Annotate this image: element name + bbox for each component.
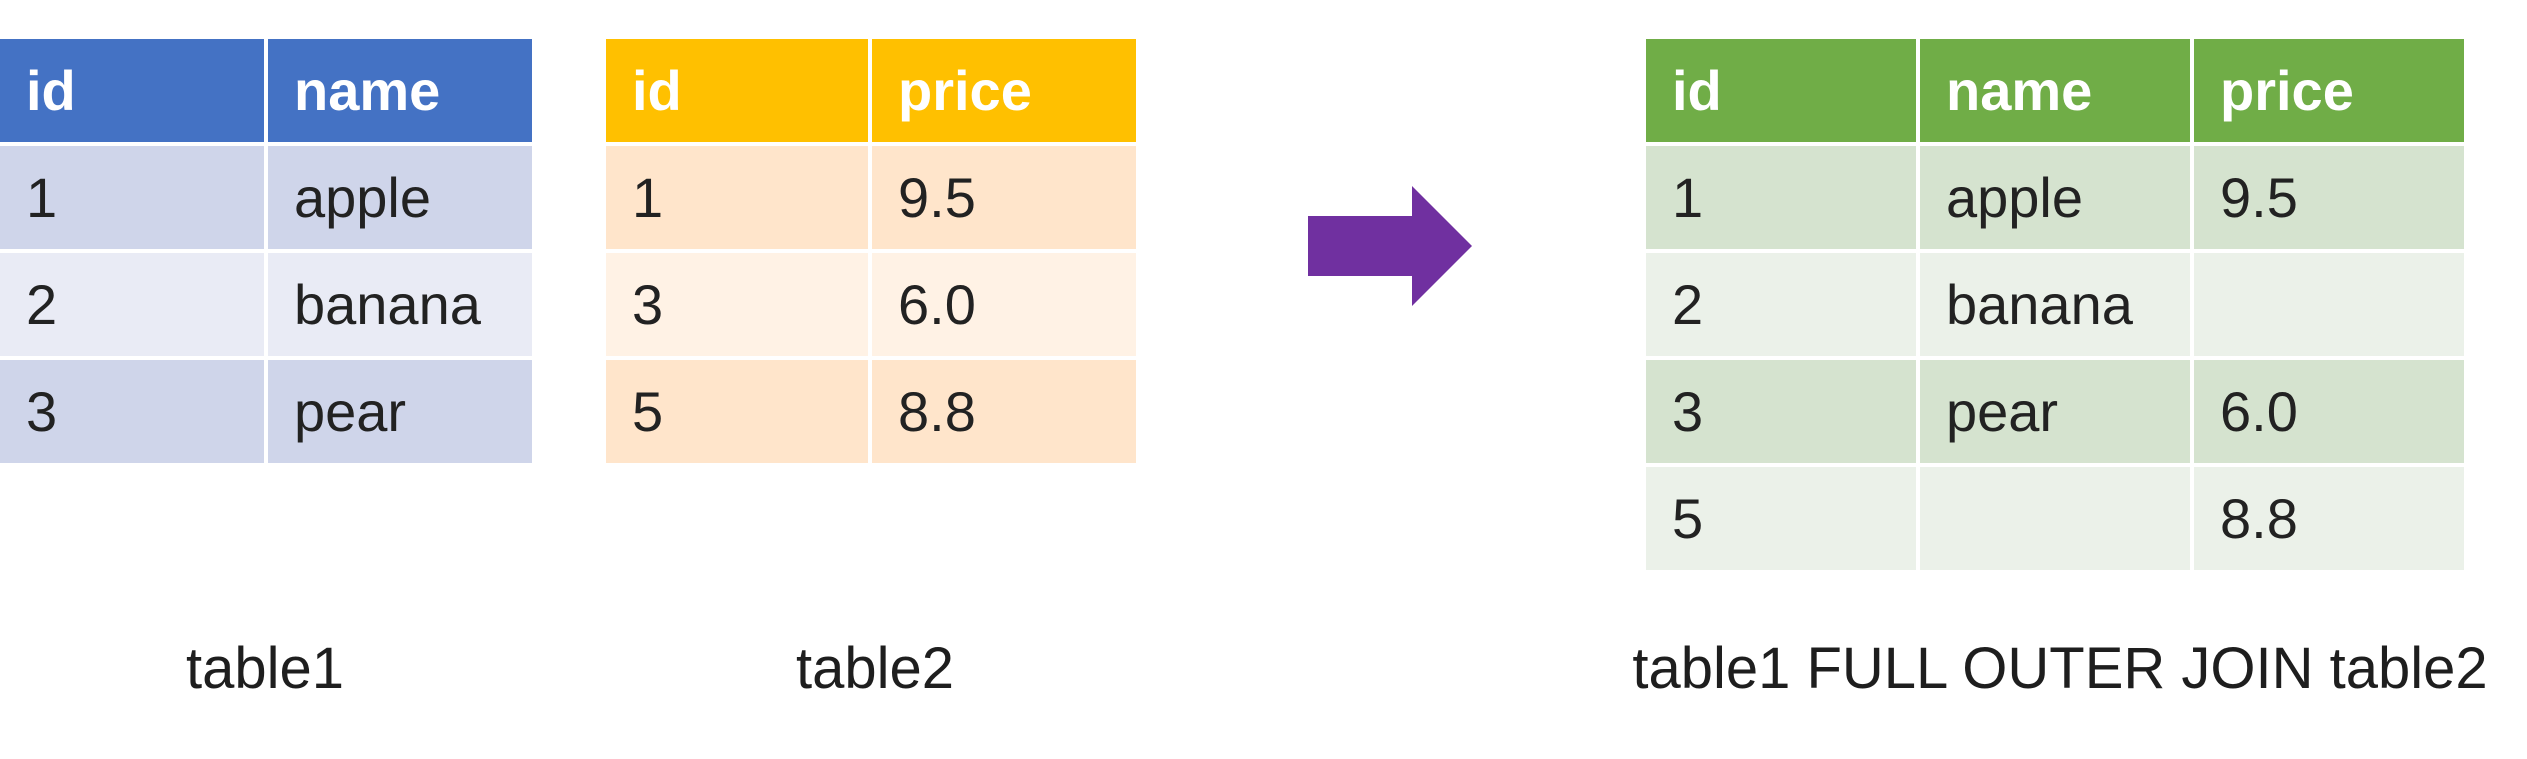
table-cell: 8.8 [872,360,1136,463]
table-cell: pear [268,360,532,463]
table-cell: 3 [0,360,264,463]
table-cell: 6.0 [2194,360,2464,463]
table-row: 2 banana [1646,253,2464,356]
table-cell: 5 [1646,467,1916,570]
table2-header-price: price [872,39,1136,142]
table-row: 1 apple 9.5 [1646,146,2464,249]
table-cell: banana [1920,253,2190,356]
table-row: 5 8.8 [1646,467,2464,570]
table2-header-row: id price [606,39,1136,142]
table-cell: banana [268,253,532,356]
table-cell: 3 [1646,360,1916,463]
table2-header-id: id [606,39,868,142]
table-row: 2 banana [0,253,532,356]
table-cell [2194,253,2464,356]
table-cell: 1 [0,146,264,249]
table-cell: 1 [1646,146,1916,249]
table2-caption: table2 [795,636,955,701]
table-cell: pear [1920,360,2190,463]
result-header-price: price [2194,39,2464,142]
table1-header-name: name [268,39,532,142]
table-cell: 2 [1646,253,1916,356]
table-cell: 2 [0,253,264,356]
result-header-id: id [1646,39,1916,142]
table-row: 3 pear 6.0 [1646,360,2464,463]
table1-caption: table1 [185,636,345,701]
table-cell [1920,467,2190,570]
table-cell: 1 [606,146,868,249]
table-row: 1 apple [0,146,532,249]
result-header-name: name [1920,39,2190,142]
table-cell: 3 [606,253,868,356]
table-cell: 9.5 [872,146,1136,249]
right-arrow-icon [1308,186,1472,306]
table-cell: 6.0 [872,253,1136,356]
table-row: 5 8.8 [606,360,1136,463]
table1-header-id: id [0,39,264,142]
result-header-row: id name price [1646,39,2464,142]
table-cell: apple [1920,146,2190,249]
table-row: 1 9.5 [606,146,1136,249]
table-cell: 5 [606,360,868,463]
result-caption: table1 FULL OUTER JOIN table2 [1632,636,2488,701]
table-cell: 8.8 [2194,467,2464,570]
result-table: id name price 1 apple 9.5 2 banana 3 pea… [1642,35,2468,574]
table-row: 3 pear [0,360,532,463]
table1-header-row: id name [0,39,532,142]
table-row: 3 6.0 [606,253,1136,356]
table2: id price 1 9.5 3 6.0 5 8.8 [602,35,1140,467]
table1: id name 1 apple 2 banana 3 pear [0,35,536,467]
table-cell: apple [268,146,532,249]
table-cell: 9.5 [2194,146,2464,249]
